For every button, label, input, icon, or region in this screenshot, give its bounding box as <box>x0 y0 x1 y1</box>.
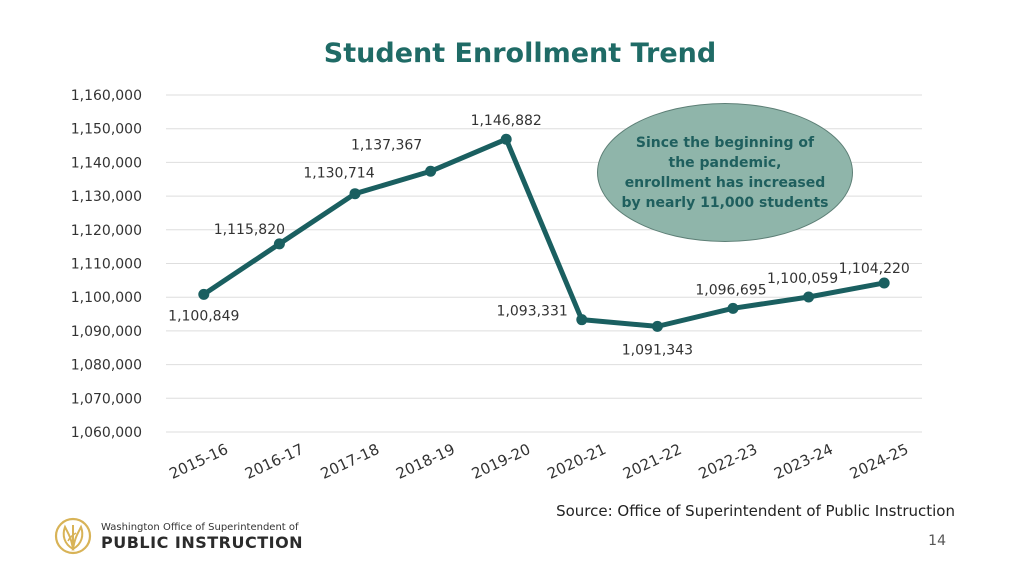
x-tick-label: 2015-16 <box>166 440 230 483</box>
callout-line: the pandemic, <box>668 154 782 171</box>
x-tick-label: 2022-23 <box>696 440 760 483</box>
data-label: 1,091,343 <box>622 342 693 358</box>
x-tick-label: 2023-24 <box>771 440 835 483</box>
x-tick-label: 2021-22 <box>620 440 684 483</box>
callout-line: enrollment has increased <box>624 174 826 191</box>
y-tick-label: 1,100,000 <box>71 290 142 306</box>
data-label: 1,100,059 <box>767 271 838 287</box>
x-tick-label: 2018-19 <box>393 440 457 483</box>
y-tick-label: 1,150,000 <box>71 122 142 138</box>
logo-line-1: Washington Office of Superintendent of <box>101 521 299 533</box>
x-tick-label: 2016-17 <box>242 440 306 483</box>
data-point <box>425 165 437 177</box>
chart-title: Student Enrollment Trend <box>323 38 717 69</box>
y-tick-label: 1,080,000 <box>71 358 142 374</box>
data-point <box>651 320 663 332</box>
ospi-logo: Washington Office of Superintendent of P… <box>54 517 303 555</box>
y-tick-label: 1,120,000 <box>71 223 142 239</box>
y-tick-label: 1,090,000 <box>71 324 142 340</box>
y-tick-label: 1,060,000 <box>71 425 142 441</box>
x-tick-label: 2020-21 <box>544 440 608 483</box>
data-point <box>878 277 890 289</box>
x-tick-label: 2019-20 <box>469 440 533 483</box>
data-label: 1,115,820 <box>214 222 285 238</box>
data-label: 1,104,220 <box>839 261 910 277</box>
data-point <box>727 302 739 314</box>
x-tick-label: 2024-25 <box>847 440 911 483</box>
logo-line-2: PUBLIC INSTRUCTION <box>101 532 304 552</box>
data-point <box>500 133 512 145</box>
data-point <box>349 188 361 200</box>
data-point <box>803 291 815 303</box>
y-tick-label: 1,070,000 <box>71 391 142 407</box>
data-label: 1,146,882 <box>471 113 542 129</box>
page-number: 14 <box>928 533 946 549</box>
x-tick-label: 2017-18 <box>318 440 382 483</box>
y-axis-tick-labels: 1,060,000 1,070,000 1,080,000 1,090,000 1,10… <box>71 88 142 441</box>
data-label: 1,093,331 <box>497 304 568 320</box>
series-line <box>201 136 887 329</box>
data-label: 1,100,849 <box>168 308 239 324</box>
pandemic-callout: Since the beginning of the pandemic, enr… <box>597 103 853 242</box>
ospi-emblem-icon <box>54 517 92 555</box>
y-tick-label: 1,140,000 <box>71 155 142 171</box>
callout-line: by nearly 11,000 students <box>621 194 829 211</box>
x-axis-tick-labels: 2015-16 2016-17 2017-18 2018-19 2019-20 2020-… <box>166 440 911 483</box>
data-point <box>576 314 588 326</box>
data-label: 1,130,714 <box>303 166 374 182</box>
callout-line: Since the beginning of <box>635 134 815 151</box>
source-note: Source: Office of Superintendent of Publ… <box>556 502 955 520</box>
data-point <box>273 238 285 250</box>
y-tick-label: 1,160,000 <box>71 88 142 104</box>
y-tick-label: 1,130,000 <box>71 189 142 205</box>
y-tick-label: 1,110,000 <box>71 257 142 273</box>
data-labels: 1,100,849 1,115,820 1,130,714 1,137,367 1,14… <box>168 113 910 358</box>
enrollment-series <box>198 133 890 332</box>
data-label: 1,096,695 <box>695 282 766 298</box>
data-label: 1,137,367 <box>351 137 422 153</box>
data-point <box>198 288 210 300</box>
